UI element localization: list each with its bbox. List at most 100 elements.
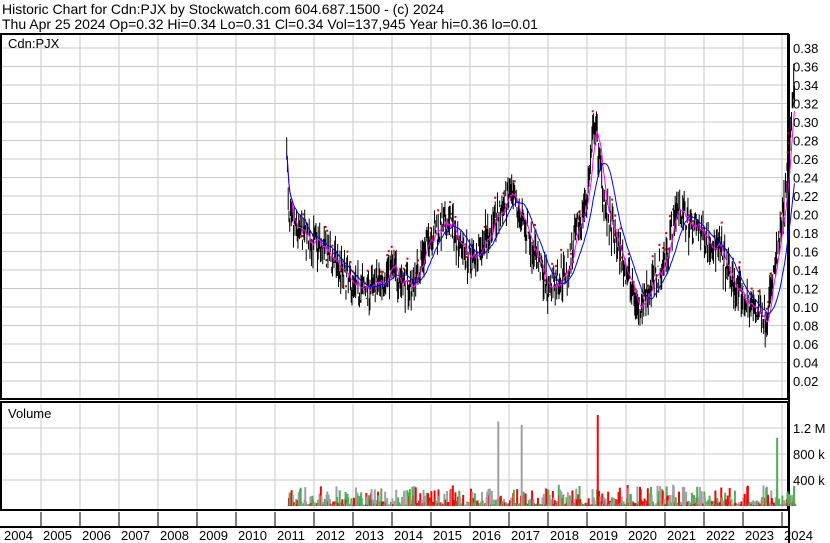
volume-bar xyxy=(295,498,298,506)
volume-bar xyxy=(611,497,614,506)
volume-bar xyxy=(650,494,653,506)
price-dot xyxy=(787,132,790,135)
volume-bar xyxy=(578,486,581,506)
volume-bar xyxy=(765,486,768,506)
x-tick-label: 2011 xyxy=(277,528,305,543)
volume-bar xyxy=(762,485,765,506)
volume-bar xyxy=(427,493,430,506)
volume-bar xyxy=(552,497,555,506)
price-dot xyxy=(346,250,349,253)
volume-bar xyxy=(656,485,659,506)
price-dot xyxy=(339,270,342,273)
volume-bar xyxy=(731,504,734,506)
volume-bar xyxy=(676,502,679,506)
volume-bar xyxy=(420,499,423,506)
volume-bar xyxy=(607,491,610,506)
price-dot xyxy=(406,257,409,260)
volume-bar xyxy=(601,493,604,506)
quote-line: Thu Apr 25 2024 Op=0.32 Hi=0.34 Lo=0.31 … xyxy=(2,16,538,32)
price-dot xyxy=(326,229,329,232)
volume-bar xyxy=(327,494,330,506)
volume-bar xyxy=(652,501,654,506)
price-dot xyxy=(553,272,556,275)
volume-bar xyxy=(788,494,791,506)
x-tick-label: 2014 xyxy=(394,528,423,543)
volume-bar xyxy=(721,500,724,506)
price-dot xyxy=(750,287,753,290)
volume-bar xyxy=(494,499,497,506)
volume-bar xyxy=(678,491,680,506)
price-dot xyxy=(658,243,661,246)
volume-bar xyxy=(438,496,441,506)
volume-bar xyxy=(492,499,495,506)
volume-bar xyxy=(613,497,615,506)
y-tick-label: 0.38 xyxy=(793,41,818,56)
volume-bar xyxy=(737,502,740,506)
price-dot xyxy=(404,264,407,267)
volume-bar xyxy=(336,497,339,506)
price-dot xyxy=(449,201,452,204)
volume-bar xyxy=(778,498,781,506)
volume-bar xyxy=(593,500,596,506)
volume-bar xyxy=(291,495,294,506)
price-dot xyxy=(386,254,389,257)
price-dot xyxy=(737,266,740,269)
x-tick-label: 2023 xyxy=(745,528,774,543)
volume-bar xyxy=(304,501,307,506)
volume-bar xyxy=(384,491,387,506)
price-dot xyxy=(325,259,328,262)
volume-bar xyxy=(545,488,548,506)
volume-bar xyxy=(391,498,394,506)
volume-bar xyxy=(320,495,323,506)
volume-bar xyxy=(432,501,435,506)
price-dot xyxy=(413,277,416,280)
volume-tick-label: 400 k xyxy=(793,473,825,488)
price-dot xyxy=(688,214,691,217)
price-dot xyxy=(544,279,547,282)
volume-bar xyxy=(711,501,714,506)
volume-bar xyxy=(794,503,797,506)
volume-bar xyxy=(668,495,671,506)
volume-bar xyxy=(641,501,644,506)
volume-bar xyxy=(696,486,699,506)
volume-bar xyxy=(683,487,686,506)
volume-bar xyxy=(754,501,757,506)
volume-bar xyxy=(471,491,474,506)
volume-bar xyxy=(314,502,316,506)
price-dot xyxy=(786,151,789,154)
volume-bar xyxy=(310,502,313,506)
volume-bar xyxy=(550,499,553,506)
x-tick-label: 2018 xyxy=(550,528,579,543)
price-dot xyxy=(613,233,616,236)
volume-bar xyxy=(514,503,517,506)
volume-bar xyxy=(659,486,662,506)
volume-bar xyxy=(752,500,755,506)
volume-bar xyxy=(312,499,315,506)
volume-bar xyxy=(326,491,329,506)
price-dot xyxy=(390,245,393,248)
x-tick-label: 2016 xyxy=(472,528,501,543)
volume-bar xyxy=(296,500,299,506)
volume-bar xyxy=(297,492,300,506)
volume-bar xyxy=(628,493,631,506)
price-dot xyxy=(324,225,327,228)
volume-bar xyxy=(357,501,360,506)
volume-bar xyxy=(395,489,398,506)
price-dot xyxy=(591,110,594,113)
price-dot xyxy=(611,198,614,201)
price-dot xyxy=(578,210,581,213)
volume-bar xyxy=(598,490,601,506)
volume-bar xyxy=(443,493,446,506)
volume-bar xyxy=(663,499,666,506)
volume-bar xyxy=(332,501,335,506)
volume-bar xyxy=(529,498,532,506)
volume-bar xyxy=(627,488,630,506)
volume-bar xyxy=(403,490,406,506)
volume-bar xyxy=(707,499,710,506)
volume-bar xyxy=(587,498,590,506)
volume-bar xyxy=(718,502,721,506)
price-dot xyxy=(569,252,572,255)
volume-bar xyxy=(309,496,312,506)
volume-bar xyxy=(488,488,491,506)
volume-bar xyxy=(575,488,578,506)
